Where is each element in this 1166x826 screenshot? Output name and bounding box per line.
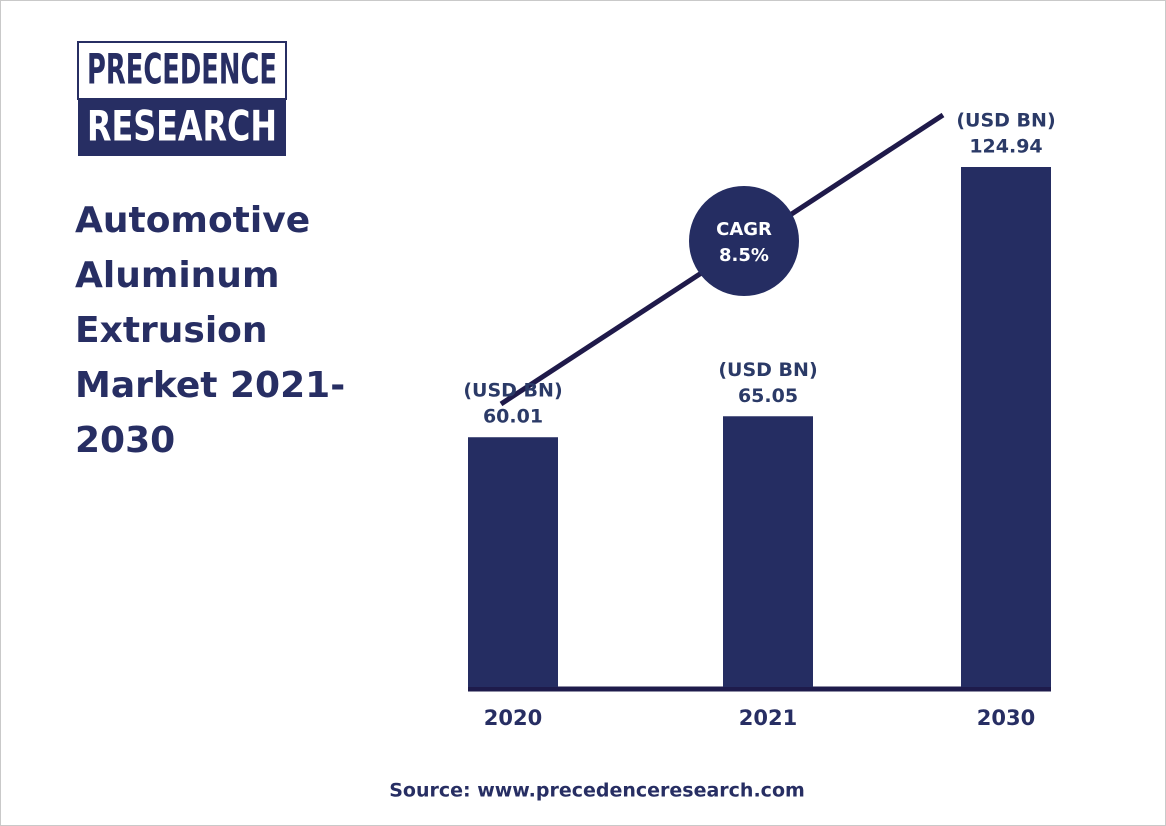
x-tick-label: 2021 [739, 706, 797, 730]
value-label: 124.94 [969, 136, 1042, 158]
logo-bottom [78, 99, 286, 156]
unit-label: (USD BN) [956, 110, 1055, 132]
value-label: 60.01 [483, 406, 543, 428]
logo-top [77, 41, 287, 100]
source: Source: www.precedenceresearch.com [389, 780, 805, 802]
value-label: 65.05 [738, 385, 798, 407]
x-tick-label: 2030 [977, 706, 1035, 730]
cagr-badge [689, 186, 799, 296]
unit-label: (USD BN) [718, 359, 817, 381]
x-tick-label: 2020 [484, 706, 542, 730]
cagr-label: CAGR [716, 219, 772, 240]
bar [723, 416, 813, 687]
unit-label: (USD BN) [463, 380, 562, 402]
logo-text: PRECEDENCE [87, 45, 277, 94]
bar [961, 167, 1051, 687]
bar [468, 437, 558, 687]
chart-title: Automotive Aluminum Extrusion Market 202… [75, 200, 346, 461]
logo-text: RESEARCH [87, 102, 277, 151]
cagr-value: 8.5% [719, 245, 769, 266]
